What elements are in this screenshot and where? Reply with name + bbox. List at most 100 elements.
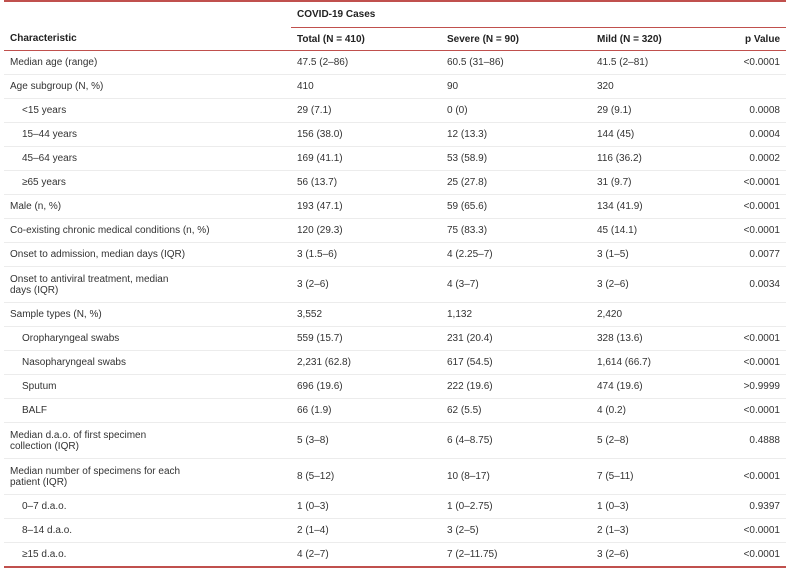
cell-value: 3 (2–5) [447, 525, 479, 536]
column-header: Mild (N = 320) [591, 27, 716, 51]
value-cell: 0.0004 [716, 122, 786, 147]
row-label-cell: Male (n, %) [4, 194, 291, 219]
value-cell: 410 [291, 74, 441, 99]
value-cell: <0.0001 [716, 350, 786, 375]
table-row: Oropharyngeal swabs 559 (15.7) 231 (20.4) 3… [4, 326, 786, 351]
value-cell: <0.0001 [716, 170, 786, 195]
cell-value: 0.0004 [749, 129, 780, 140]
table-row: Male (n, %) 193 (47.1) 59 (65.6) 134 (41.9)… [4, 194, 786, 219]
value-cell: 2,420 [591, 302, 716, 327]
value-cell: 12 (13.3) [441, 122, 591, 147]
cell-value: 0.4888 [749, 435, 780, 446]
value-cell: 66 (1.9) [291, 398, 441, 423]
value-cell: 31 (9.7) [591, 170, 716, 195]
cell-value: 1 (0–3) [297, 501, 329, 512]
row-label: Age subgroup (N, %) [10, 81, 104, 92]
value-cell: 474 (19.6) [591, 374, 716, 399]
row-label-cell: Median number of specimens for each pati… [4, 458, 291, 495]
table-row: 0–7 d.a.o. 1 (0–3) 1 (0–2.75) 1 (0–3) 0.9397 [4, 494, 786, 519]
cell-value: 116 (36.2) [597, 153, 642, 164]
cell-value: 0 (0) [447, 105, 468, 116]
row-label: Sputum [22, 381, 57, 392]
cell-value: <0.0001 [743, 57, 780, 68]
cell-value: >0.9999 [743, 381, 780, 392]
cell-value: 62 (5.5) [447, 405, 482, 416]
row-label-cell: Onset to admission, median days (IQR) [4, 242, 291, 267]
cell-value: 56 (13.7) [297, 177, 338, 188]
cell-value: 4 (3–7) [447, 279, 479, 290]
cell-value: 3 (1.5–6) [297, 249, 338, 260]
cell-value: 3 (1–5) [597, 249, 629, 260]
cell-value: 156 (38.0) [297, 129, 343, 140]
table-row: 45–64 years 169 (41.1) 53 (58.9) 116 (36.2)… [4, 146, 786, 171]
row-label-cell: <15 years [4, 98, 291, 123]
cell-value: 3 (2–6) [297, 279, 329, 290]
cell-value: <0.0001 [743, 333, 780, 344]
column-header: Total (N = 410) [291, 27, 441, 51]
value-cell: 29 (9.1) [591, 98, 716, 123]
row-label-cell: BALF [4, 398, 291, 423]
cell-value: 47.5 (2–86) [297, 57, 349, 68]
value-cell: 0.0077 [716, 242, 786, 267]
row-label: Median number of specimens for each pati… [10, 465, 181, 488]
value-cell: 8 (5–12) [291, 458, 441, 495]
cell-value: <0.0001 [743, 525, 780, 536]
cell-value: 41.5 (2–81) [597, 57, 649, 68]
cell-value: 134 (41.9) [597, 201, 643, 212]
row-label: <15 years [22, 105, 67, 116]
value-cell: 56 (13.7) [291, 170, 441, 195]
value-cell: 60.5 (31–86) [441, 50, 591, 75]
value-cell: 1 (0–3) [591, 494, 716, 519]
cell-value: 2,231 (62.8) [297, 357, 351, 368]
cell-value: 60.5 (31–86) [447, 57, 504, 68]
value-cell: 328 (13.6) [591, 326, 716, 351]
row-label: Median d.a.o. of first specimen collecti… [10, 429, 147, 452]
row-label-cell: Age subgroup (N, %) [4, 74, 291, 99]
row-label: Onset to admission, median days (IQR) [10, 249, 186, 260]
column-header-row: Characteristic Total (N = 410) Severe (N =… [4, 27, 786, 51]
value-cell: 41.5 (2–81) [591, 50, 716, 75]
value-cell: 2 (1–4) [291, 518, 441, 543]
cell-value: 231 (20.4) [447, 333, 493, 344]
cell-value: 144 (45) [597, 129, 635, 140]
cell-value: 66 (1.9) [297, 405, 332, 416]
value-cell: 3 (2–6) [591, 542, 716, 568]
value-cell: 1,614 (66.7) [591, 350, 716, 375]
value-cell: 4 (2–7) [291, 542, 441, 568]
value-cell: <0.0001 [716, 458, 786, 495]
value-cell [716, 74, 786, 99]
cell-value: 59 (65.6) [447, 201, 488, 212]
value-cell: 3 (2–5) [441, 518, 591, 543]
value-cell: 90 [441, 74, 591, 99]
cell-value: 4 (2.25–7) [447, 249, 493, 260]
row-label: Onset to antiviral treatment, median day… [10, 273, 169, 296]
value-cell: 47.5 (2–86) [291, 50, 441, 75]
row-label: 0–7 d.a.o. [22, 501, 67, 512]
value-cell: 0.9397 [716, 494, 786, 519]
cell-value: 474 (19.6) [597, 381, 643, 392]
value-cell: 3 (1.5–6) [291, 242, 441, 267]
table-row: Median age (range) 47.5 (2–86) 60.5 (31–86… [4, 50, 786, 75]
value-cell: 29 (7.1) [291, 98, 441, 123]
row-label-cell: Sample types (N, %) [4, 302, 291, 327]
row-label: ≥15 d.a.o. [22, 549, 67, 560]
value-cell: <0.0001 [716, 194, 786, 219]
value-cell: <0.0001 [716, 326, 786, 351]
row-label-cell: 45–64 years [4, 146, 291, 171]
row-label: ≥65 years [22, 177, 66, 188]
value-cell: 3,552 [291, 302, 441, 327]
cell-value: 29 (9.1) [597, 105, 632, 116]
table-row: BALF 66 (1.9) 62 (5.5) 4 (0.2) <0.0001 [4, 398, 786, 423]
value-cell: 116 (36.2) [591, 146, 716, 171]
cell-value: 193 (47.1) [297, 201, 343, 212]
cell-value: 53 (58.9) [447, 153, 488, 164]
table-row: Onset to admission, median days (IQR) 3 (… [4, 242, 786, 267]
cell-value: 29 (7.1) [297, 105, 332, 116]
row-label-cell: Co-existing chronic medical conditions (… [4, 218, 291, 243]
value-cell: 25 (27.8) [441, 170, 591, 195]
cell-value: 3,552 [297, 309, 323, 320]
cell-value: 1,132 [447, 309, 473, 320]
value-cell: 59 (65.6) [441, 194, 591, 219]
value-cell: 0.0002 [716, 146, 786, 171]
